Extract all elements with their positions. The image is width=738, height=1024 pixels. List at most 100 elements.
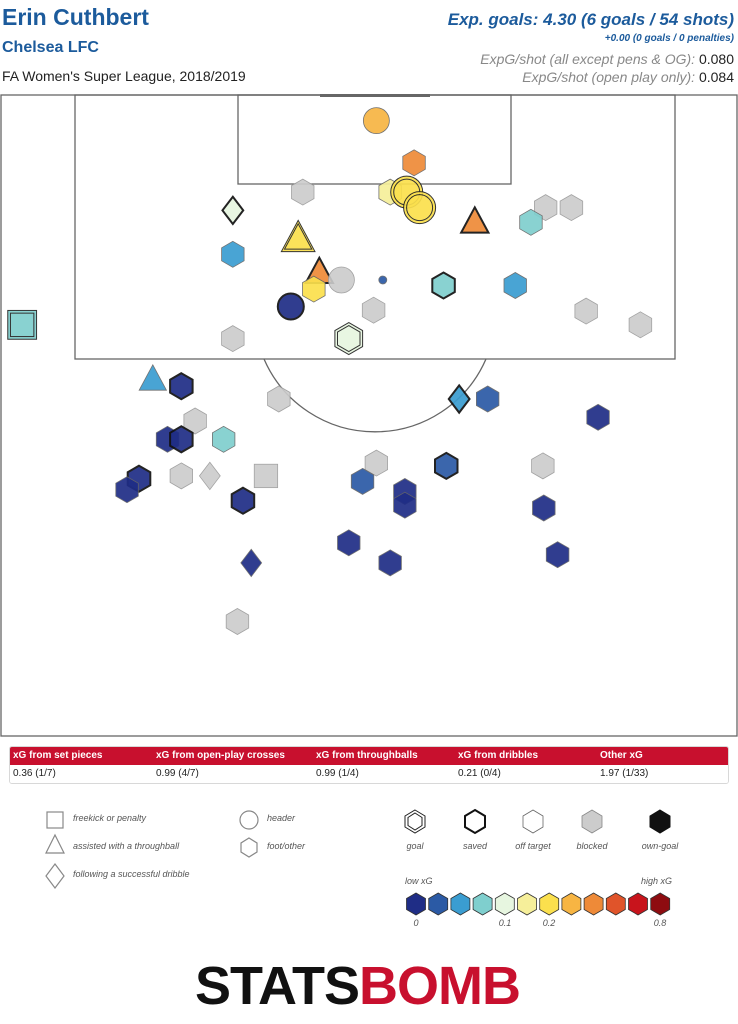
statsbomb-logo: STATSBOMB <box>195 956 521 1016</box>
shot-mark-38 <box>531 452 555 480</box>
legend-square-icon <box>46 811 64 829</box>
shot-off-triangle <box>138 363 168 391</box>
shot-mark-31 <box>183 407 207 435</box>
shot-mark-30 <box>475 385 500 413</box>
shot-blocked-diamond <box>198 461 221 491</box>
shot-mark-49 <box>337 529 361 557</box>
scale-swatch-11 <box>650 892 671 916</box>
shot-mark-1 <box>402 149 426 177</box>
header-throughballs: xG from throughballs <box>316 750 418 761</box>
shot-off-hexagon <box>586 403 610 431</box>
shot-mark-28 <box>267 385 291 413</box>
shot-saved-hexagon <box>434 451 459 481</box>
shot-mark-44 <box>350 467 375 495</box>
shot-blocked-hexagon <box>291 178 315 206</box>
legend-goal-label: goal <box>406 841 424 851</box>
shot-off-circle <box>378 275 388 285</box>
legend-high-xg-label: high xG <box>641 876 672 886</box>
legend-scale-tick-0: 0 <box>413 918 418 928</box>
shot-blocked-hexagon <box>574 297 598 325</box>
shot-mark-34 <box>211 425 236 453</box>
shot-mark-23 <box>221 325 245 353</box>
scale-swatch-8 <box>583 892 604 916</box>
shot-saved-diamond <box>221 195 245 226</box>
shot-saved-hexagon <box>169 425 194 454</box>
legend-scale-tick-3: 0.8 <box>654 918 667 928</box>
shot-saved-hexagon <box>169 372 194 401</box>
shot-blocked-hexagon <box>267 385 291 413</box>
shot-off-hexagon <box>545 541 570 569</box>
scale-swatch-1 <box>428 892 449 916</box>
shot-mark-15 <box>327 266 355 294</box>
team-name: Chelsea LFC <box>2 39 99 56</box>
shot-mark-5 <box>406 194 434 222</box>
shot-blocked-circle <box>327 266 355 294</box>
shot-mark-19 <box>276 292 305 321</box>
scale-swatch-2 <box>450 892 471 916</box>
value-open-play-crosses: 0.99 (4/7) <box>156 768 199 779</box>
shot-blocked-hexagon <box>183 407 207 435</box>
xg-per-shot-open-label: ExpG/shot (open play only): <box>522 69 696 85</box>
scale-swatch-4 <box>494 892 515 916</box>
shot-blocked-hexagon <box>531 452 555 480</box>
header-set-pieces: xG from set pieces <box>13 750 103 761</box>
shot-saved-triangle <box>459 205 491 234</box>
logo-stats-text: STATS <box>195 956 360 1016</box>
legend-scale-tick-1: 0.1 <box>499 918 512 928</box>
shot-mark-21 <box>574 297 598 325</box>
shot-blocked-hexagon <box>361 296 386 324</box>
xg-per-shot-all-label: ExpG/shot (all except pens & OG): <box>480 51 696 67</box>
xg-colour-scale <box>406 892 671 916</box>
value-dribbles: 0.21 (0/4) <box>458 768 501 779</box>
legend-throughball-label: assisted with a throughball <box>73 841 180 851</box>
scale-swatch-7 <box>561 892 582 916</box>
shot-mark-0 <box>362 107 390 135</box>
shot-mark-52 <box>240 548 263 578</box>
shot-blocked-hexagon <box>221 325 245 353</box>
shots-layer <box>7 107 653 635</box>
legend-freekick-label: freekick or penalty <box>73 813 147 823</box>
shot-mark-40 <box>115 476 139 504</box>
shot-mark-10 <box>559 194 584 222</box>
competition-label: FA Women's Super League, 2018/2019 <box>2 68 246 84</box>
legend-diamond-icon <box>45 863 65 889</box>
scale-swatch-3 <box>472 892 493 916</box>
shot-map-pitch <box>0 94 738 737</box>
shot-mark-6 <box>221 195 245 226</box>
scale-swatch-5 <box>517 892 537 916</box>
shot-mark-42 <box>198 461 221 491</box>
shot-off-hexagon <box>302 275 326 303</box>
shot-mark-11 <box>519 208 543 236</box>
shot-mark-8 <box>459 205 491 234</box>
shot-mark-36 <box>364 449 389 477</box>
shot-mark-16 <box>378 275 388 285</box>
shot-mark-35 <box>586 403 610 431</box>
shot-mark-26 <box>138 363 168 391</box>
shot-goal-square <box>7 309 38 340</box>
legend-saved-icon <box>464 808 486 835</box>
legend-blocked-label: blocked <box>576 841 608 851</box>
legend-scale-tick-2: 0.2 <box>543 918 556 928</box>
shot-mark-18 <box>503 272 527 299</box>
xg-headline: Exp. goals: 4.30 (6 goals / 54 shots) <box>447 10 734 29</box>
xg-summary-header-row: xG from set pieces xG from open-play cro… <box>10 747 728 765</box>
xg-summary-table: xG from set pieces xG from open-play cro… <box>9 746 729 784</box>
shot-mark-14 <box>302 275 326 303</box>
xg-summary-value-row: 0.36 (1/7) 0.99 (4/7) 0.99 (1/4) 0.21 (0… <box>10 765 728 783</box>
shot-off-hexagon <box>211 425 236 453</box>
shot-mark-47 <box>230 486 256 515</box>
legend-foot-label: foot/other <box>267 841 306 851</box>
shot-mark-7 <box>283 222 313 250</box>
legend-header-label: header <box>267 813 296 823</box>
shot-mark-12 <box>221 240 245 268</box>
player-name: Erin Cuthbert <box>2 4 149 30</box>
shot-off-hexagon <box>475 385 500 413</box>
shot-blocked-hexagon <box>225 608 250 635</box>
scale-swatch-0 <box>406 892 426 916</box>
logo-bomb-text: BOMB <box>359 956 521 1016</box>
shot-off-hexagon <box>393 491 417 519</box>
shot-off-hexagon <box>519 208 543 236</box>
shot-blocked-hexagon <box>364 449 389 477</box>
shot-off-hexagon <box>402 149 426 177</box>
shot-mark-51 <box>378 549 402 577</box>
